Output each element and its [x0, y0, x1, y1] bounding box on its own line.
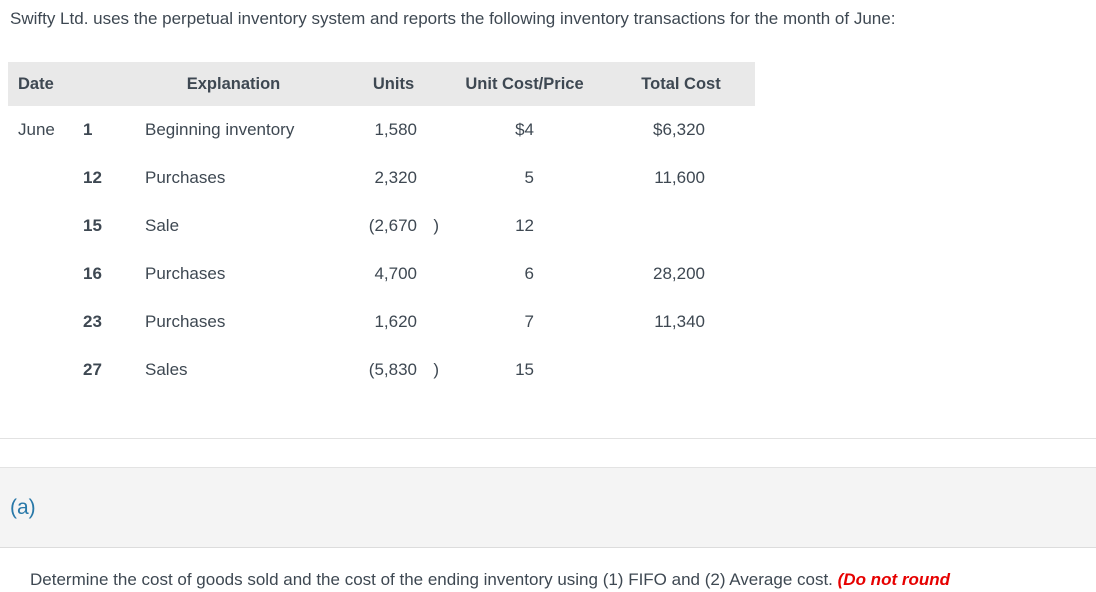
column-header-total-cost: Total Cost: [641, 74, 721, 93]
part-a-section-bar: (a): [0, 467, 1096, 548]
cell-units-paren: ): [433, 216, 439, 235]
cell-unit-cost: 6: [524, 264, 534, 283]
column-header-unit-cost-price: Unit Cost/Price: [465, 74, 584, 93]
inventory-transactions-table: Date Explanation Units Unit Cost/Price T…: [8, 62, 755, 394]
cell-units: (5,830: [368, 360, 417, 379]
cell-units-paren: ): [433, 360, 439, 379]
cell-day: 23: [83, 312, 102, 331]
table-row: 27 Sales (5,830 ) 15: [8, 346, 755, 394]
table-row: June 1 Beginning inventory 1,580 $4 $6,3…: [8, 106, 755, 154]
cell-day: 16: [83, 264, 102, 283]
cell-total-cost: 11,600: [654, 168, 705, 187]
table-row: 23 Purchases 1,620 7 11,340: [8, 298, 755, 346]
cell-unit-cost: $4: [515, 120, 534, 139]
cell-day: 1: [83, 120, 93, 139]
cell-unit-cost: 12: [515, 216, 534, 235]
table-row: 16 Purchases 4,700 6 28,200: [8, 250, 755, 298]
cell-units: 1,580: [374, 120, 417, 139]
section-divider: [0, 438, 1096, 439]
column-header-explanation: Explanation: [186, 74, 281, 93]
cell-day: 27: [83, 360, 102, 379]
cell-total-cost: $6,320: [653, 120, 705, 139]
cell-explanation: Beginning inventory: [145, 120, 295, 139]
cell-day: 12: [83, 168, 102, 187]
column-header-date: Date: [18, 74, 54, 93]
table-row: 15 Sale (2,670 ) 12: [8, 202, 755, 250]
cell-units: 2,320: [374, 168, 417, 187]
question-text: Determine the cost of goods sold and the…: [30, 568, 1090, 592]
cell-unit-cost: 15: [515, 360, 534, 379]
column-header-units: Units: [372, 74, 415, 93]
cell-units: 1,620: [374, 312, 417, 331]
cell-month: June: [18, 120, 55, 139]
cell-units: 4,700: [374, 264, 417, 283]
cell-total-cost: 28,200: [653, 264, 705, 283]
cell-explanation: Purchases: [145, 312, 226, 331]
cell-explanation: Purchases: [145, 264, 226, 283]
cell-explanation: Sales: [145, 360, 188, 379]
cell-units: (2,670: [368, 216, 417, 235]
cell-unit-cost: 7: [524, 312, 534, 331]
cell-explanation: Sale: [145, 216, 180, 235]
cell-unit-cost: 5: [524, 168, 534, 187]
cell-day: 15: [83, 216, 102, 235]
problem-statement: Swifty Ltd. uses the perpetual inventory…: [10, 9, 896, 28]
cell-total-cost: 11,340: [654, 312, 705, 331]
part-a-label: (a): [10, 495, 36, 519]
question-text-normal: Determine the cost of goods sold and the…: [30, 570, 838, 589]
question-text-emphasis: (Do not round: [837, 570, 950, 589]
cell-explanation: Purchases: [145, 168, 226, 187]
table-row: 12 Purchases 2,320 5 11,600: [8, 154, 755, 202]
table-header-row: Date Explanation Units Unit Cost/Price T…: [8, 62, 755, 106]
